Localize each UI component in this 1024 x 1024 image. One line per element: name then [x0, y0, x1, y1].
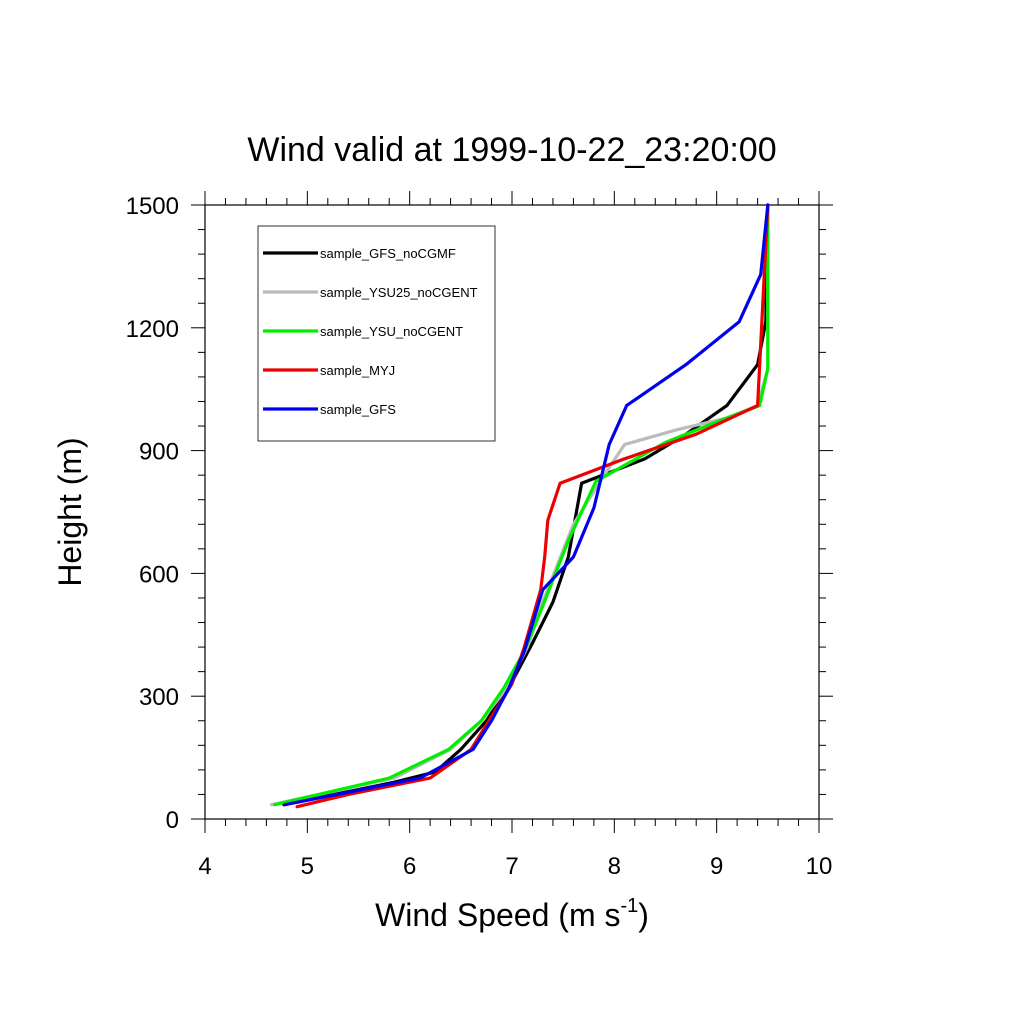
series-line-sample_MYJ [295, 203, 770, 809]
x-axis-label-superscript: -1 [620, 895, 638, 917]
axes-frame [191, 191, 833, 833]
legend-entry-label: sample_GFS_noCGMF [320, 246, 456, 261]
y-tick-label: 300 [139, 684, 179, 711]
x-axis-label-main: Wind Speed (m s [375, 897, 620, 933]
legend-entry-label: sample_YSU_noCGENT [320, 324, 463, 339]
x-tick-label: 8 [608, 853, 621, 880]
chart-title: Wind valid at 1999-10-22_23:20:00 [247, 131, 776, 169]
legend: sample_GFS_noCGMF sample_YSU25_noCGENTsam… [257, 225, 496, 442]
legend-entry-label: sample_YSU25_noCGENT [320, 285, 478, 300]
x-tick-label: 5 [301, 853, 314, 880]
y-axis-label: Height (m) [52, 437, 88, 586]
x-tick-label: 7 [505, 853, 518, 880]
tick-labels: 4 5 6 7 8 9 10 0 300 600 900 1200 1500 [126, 193, 833, 880]
x-tick-label: 10 [806, 853, 833, 880]
x-axis-label-tail: ) [638, 897, 649, 933]
legend-entry-label: sample_GFS [320, 402, 396, 417]
y-tick-label: 0 [166, 807, 179, 834]
x-tick-label: 6 [403, 853, 416, 880]
y-tick-label: 1500 [126, 193, 179, 220]
series-line-sample_GFS [283, 203, 770, 807]
x-tick-label: 9 [710, 853, 723, 880]
y-tick-label: 600 [139, 561, 179, 588]
x-tick-label: 4 [198, 853, 211, 880]
series-line-sample_GFS_noCGMF [282, 203, 770, 807]
series-lines [269, 203, 770, 809]
legend-box [257, 225, 496, 442]
legend-entry-label: sample_MYJ [320, 363, 395, 378]
x-axis-label: Wind Speed (m s-1) [375, 895, 649, 933]
y-tick-label: 900 [139, 439, 179, 466]
y-tick-label: 1200 [126, 316, 179, 343]
